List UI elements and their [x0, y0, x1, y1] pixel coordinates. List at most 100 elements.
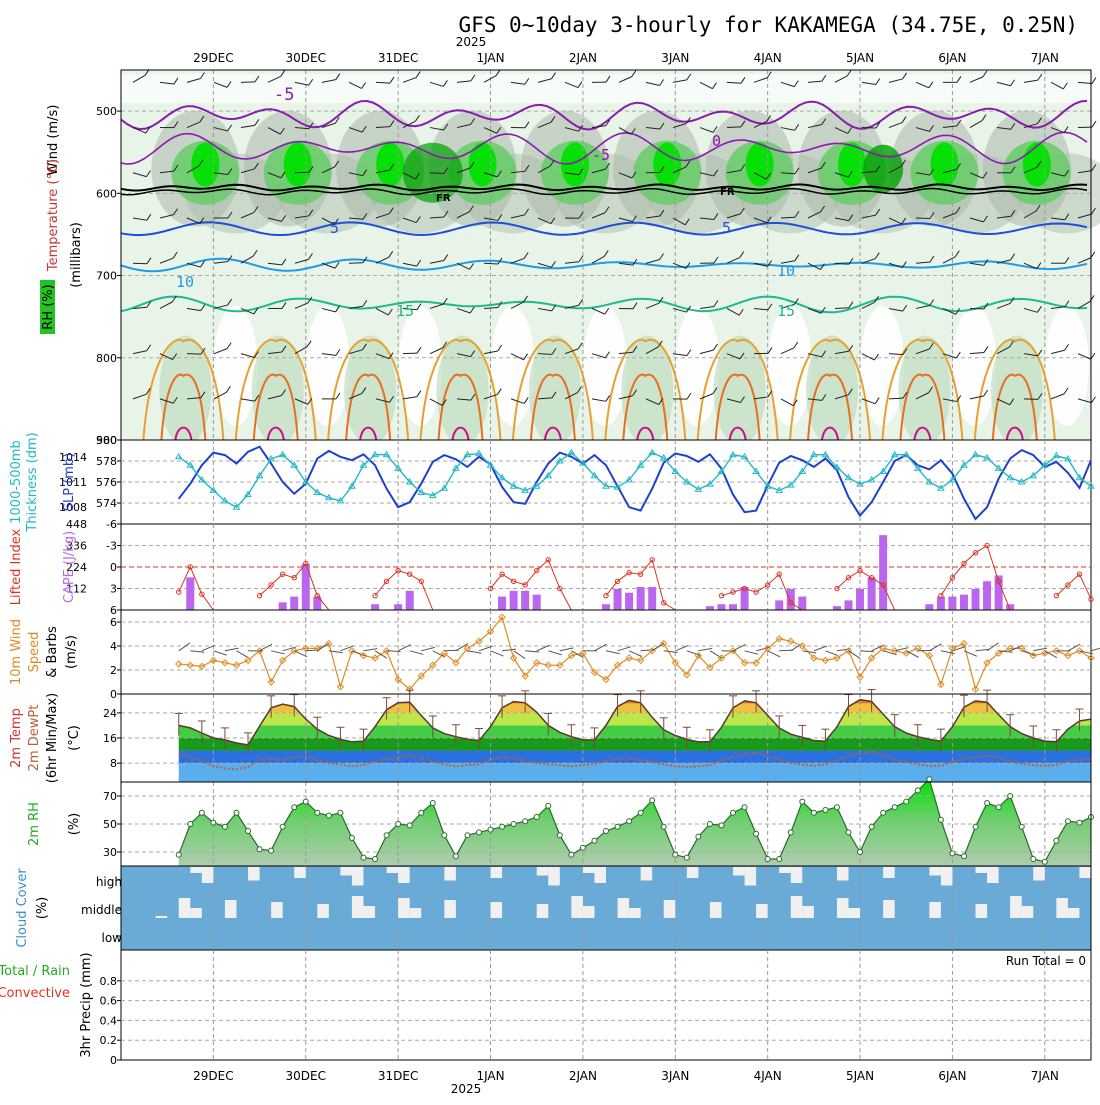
date-label-top: 30DEC [286, 51, 326, 65]
rh2m-marker [500, 824, 505, 829]
cloud-gap-middle [664, 900, 676, 918]
cloud-gap-high [976, 867, 988, 873]
tick-label: 6 [110, 616, 117, 629]
ylabel-slp: SLP (mb) [62, 453, 77, 512]
cape-tick-label: 448 [66, 518, 87, 531]
cape-bar [729, 604, 737, 610]
rh-blob [1023, 143, 1051, 187]
rh2m-marker [696, 834, 701, 839]
rh2m-marker [292, 805, 297, 810]
rh2m-marker [615, 824, 620, 829]
date-label-bottom: 3JAN [661, 1069, 689, 1083]
date-label-top: 3JAN [661, 51, 689, 65]
rh2m-marker [280, 824, 285, 829]
date-label-top: 4JAN [754, 51, 782, 65]
cape-bar [845, 600, 853, 610]
rh2m-marker [222, 824, 227, 829]
rh2m-marker [430, 801, 435, 806]
ylabel-temperature: Temperature (°C) [46, 159, 61, 272]
rh2m-marker [973, 824, 978, 829]
contour-label-15b: 15 [777, 302, 795, 320]
temp-band [121, 751, 1091, 764]
rh2m-marker [638, 810, 643, 815]
ylabel-dewpt2m: 2m DewPt [27, 705, 42, 772]
cape-bar [856, 589, 864, 610]
cape-bar [290, 597, 298, 610]
cloud-gap-middle [271, 902, 283, 918]
ylabel-minmax: (6hr Min/Max) [45, 693, 60, 783]
rh2m-marker [257, 847, 262, 852]
cloud-gap-high [941, 867, 953, 886]
rh2m-marker [938, 817, 943, 822]
cloud-gap-middle [756, 904, 768, 918]
ylabel-wind10-a: 10m Wind [9, 619, 24, 685]
rh2m-marker [858, 850, 863, 855]
cape-bar [925, 604, 933, 610]
year-label-top: 2025 [456, 35, 487, 49]
tick-label: 8 [110, 757, 117, 770]
ylabel-rh2m-units: (%) [67, 813, 82, 836]
rh2m-marker [915, 788, 920, 793]
cape-bar [521, 591, 529, 610]
rh2m-marker [476, 830, 481, 835]
date-label-top: 5JAN [846, 51, 874, 65]
rh2m-marker [788, 830, 793, 835]
cloud-gap-middle [837, 898, 849, 918]
cape-bar [775, 600, 783, 610]
cloud-gap-middle [364, 906, 376, 918]
tick-label: 800 [96, 352, 117, 365]
rh2m-marker [1019, 824, 1024, 829]
rh-blob [930, 143, 958, 187]
ylabel-wind10-units: (m/s) [64, 635, 79, 669]
tick-label: 500 [96, 105, 117, 118]
run-total: Run Total = 0 [1006, 954, 1086, 968]
cape-bar [279, 602, 287, 610]
cape-bar [833, 606, 841, 610]
tick-label: 574 [96, 497, 117, 510]
rh2m-marker [869, 824, 874, 829]
cloud-gap-middle [225, 900, 237, 918]
tick-label: 578 [96, 455, 117, 468]
ylabel-lifted-index: Lifted Index [9, 528, 24, 605]
ylabel-temp-units: (°C) [67, 725, 82, 751]
cloud-gap-middle [398, 898, 410, 918]
rh2m-marker [1054, 838, 1059, 843]
rh2m-marker [1077, 820, 1082, 825]
cloud-gap-middle [444, 900, 456, 918]
cloud-gap-middle [1022, 906, 1034, 918]
cloud-gap-middle [976, 904, 988, 918]
tick-label: 16 [103, 732, 117, 745]
rh2m-marker [315, 810, 320, 815]
tick-label: 30 [103, 846, 117, 859]
rh2m-marker [811, 810, 816, 815]
tick-label: 0.6 [100, 995, 118, 1008]
rh-blob [284, 143, 312, 187]
rh2m-marker [511, 822, 516, 827]
rh2m-marker [546, 803, 551, 808]
cloud-gap-high [791, 867, 803, 883]
date-label-top: 31DEC [378, 51, 418, 65]
cape-bar [787, 589, 795, 610]
tick-label: 0.8 [100, 975, 118, 988]
rh2m-marker [800, 799, 805, 804]
tick-label: 24 [103, 707, 117, 720]
date-label-bottom: 7JAN [1031, 1069, 1059, 1083]
tick-label: -3 [106, 540, 117, 553]
rh2m-marker [650, 798, 655, 803]
rh2m-marker [719, 823, 724, 828]
rh2m-marker [985, 801, 990, 806]
tick-label: 70 [103, 790, 117, 803]
cloud-gap-middle [317, 904, 329, 918]
tick-label: 0.4 [100, 1014, 118, 1027]
tick-label: 0 [110, 688, 117, 701]
cape-bar [983, 581, 991, 610]
cape-bar [717, 604, 725, 610]
cape-bar [510, 591, 518, 610]
ylabel-rh: RH (%) [41, 284, 56, 329]
cloud-gap-high [883, 867, 895, 878]
cloud-gap-middle [802, 906, 814, 918]
cape-bar [498, 597, 506, 610]
